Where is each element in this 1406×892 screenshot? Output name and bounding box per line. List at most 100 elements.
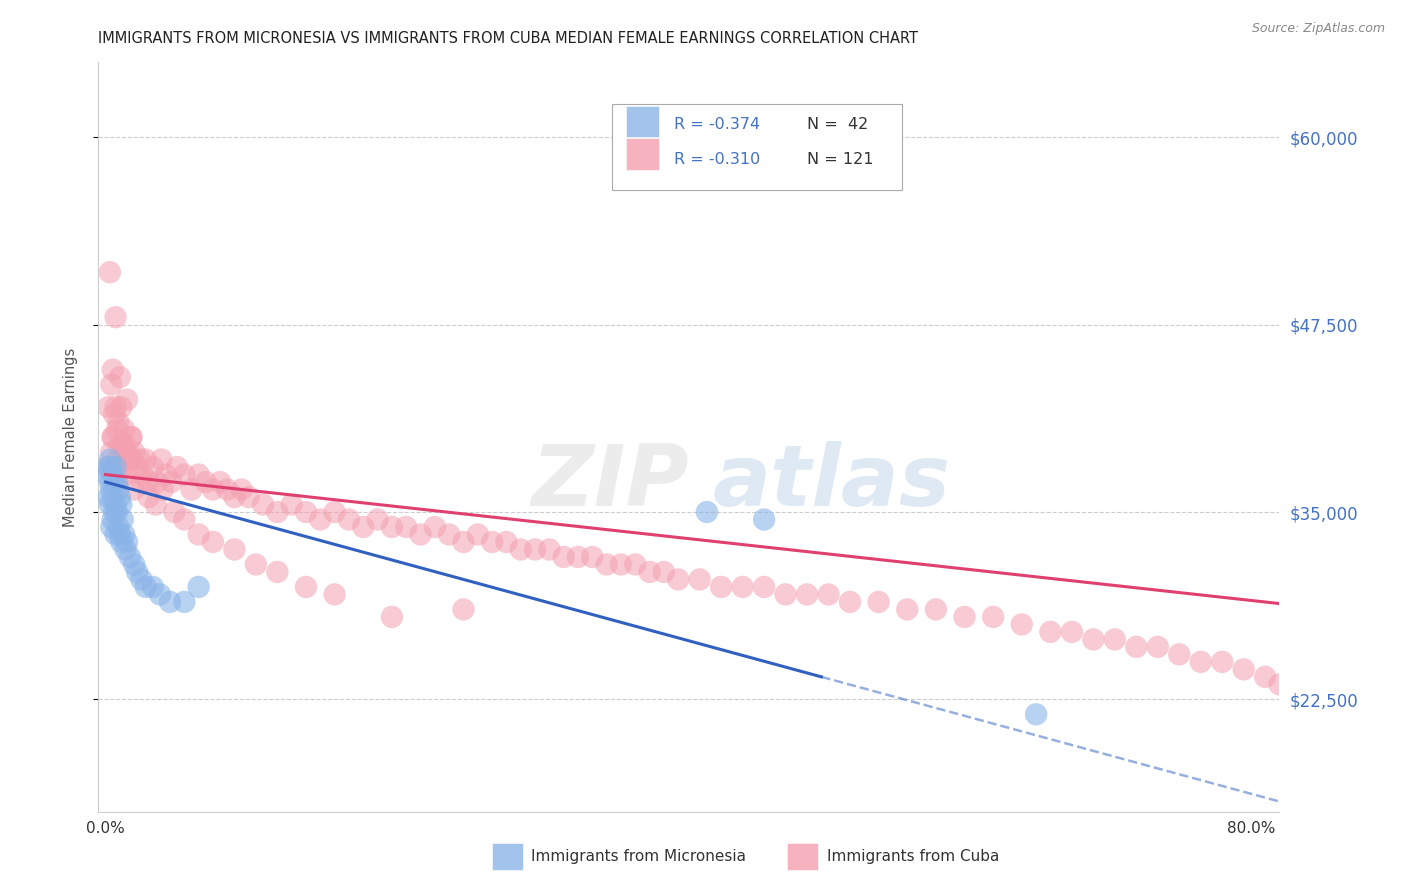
Point (187, 527, 209, 541)
Point (98, 498, 121, 512)
Point (135, 452, 157, 467)
Point (180, 483, 202, 497)
Y-axis label: Median Female Earnings: Median Female Earnings (63, 348, 77, 526)
Point (323, 587, 346, 601)
Point (953, 610, 976, 624)
Point (135, 580, 157, 594)
Point (101, 467, 124, 482)
Point (105, 505, 128, 519)
Point (567, 549, 589, 564)
Point (295, 505, 318, 519)
Point (194, 475, 217, 489)
Point (110, 400, 132, 414)
Point (112, 423, 135, 437)
Text: R = -0.310: R = -0.310 (673, 153, 759, 168)
Point (105, 467, 128, 482)
Point (217, 483, 239, 497)
Point (166, 460, 188, 475)
Point (173, 467, 195, 482)
Point (122, 558, 145, 572)
Point (173, 512, 195, 526)
Point (101, 362, 124, 376)
Point (775, 587, 797, 601)
Point (142, 580, 165, 594)
Point (107, 483, 129, 497)
Point (553, 549, 575, 564)
Point (245, 558, 267, 572)
Point (150, 452, 173, 467)
Point (96, 467, 118, 482)
Point (731, 580, 754, 594)
Point (1125, 640, 1147, 654)
Point (595, 558, 617, 572)
Point (122, 445, 145, 459)
Point (145, 498, 167, 512)
Text: R = -0.374: R = -0.374 (673, 117, 759, 132)
Point (495, 535, 517, 549)
Point (142, 460, 165, 475)
Point (159, 595, 181, 609)
Point (423, 520, 446, 534)
Point (97, 490, 120, 504)
Point (104, 310, 127, 325)
Point (103, 505, 125, 519)
Point (1060, 624, 1083, 639)
Point (163, 505, 186, 519)
Point (122, 483, 145, 497)
Point (105, 423, 128, 437)
Bar (626, 106, 659, 137)
Point (97, 460, 120, 475)
Point (132, 467, 155, 482)
Point (581, 549, 603, 564)
Point (111, 460, 134, 475)
Point (149, 587, 172, 601)
Point (981, 610, 1004, 624)
Point (118, 452, 141, 467)
Point (104, 527, 127, 541)
Text: N =  42: N = 42 (807, 117, 869, 132)
Point (115, 535, 138, 549)
Point (114, 445, 136, 459)
Point (108, 460, 131, 475)
Point (104, 498, 127, 512)
Point (231, 483, 253, 497)
Point (112, 527, 135, 541)
Point (187, 580, 209, 594)
Point (752, 580, 775, 594)
Point (104, 460, 127, 475)
Point (101, 490, 124, 504)
Point (481, 535, 503, 549)
Point (1211, 655, 1233, 669)
Point (118, 549, 141, 564)
Point (97, 400, 120, 414)
Point (696, 505, 718, 519)
Point (107, 520, 129, 534)
Point (1146, 640, 1168, 654)
Point (201, 483, 224, 497)
Point (115, 467, 138, 482)
Point (101, 430, 124, 444)
Point (538, 542, 561, 557)
Point (453, 602, 475, 616)
Point (1011, 617, 1033, 632)
Point (817, 587, 839, 601)
Point (103, 475, 125, 489)
Point (98, 265, 121, 279)
Point (131, 573, 153, 587)
Point (125, 460, 148, 475)
Point (367, 512, 389, 526)
Text: IMMIGRANTS FROM MICRONESIA VS IMMIGRANTS FROM CUBA MEDIAN FEMALE EARNINGS CORREL: IMMIGRANTS FROM MICRONESIA VS IMMIGRANTS… (98, 31, 918, 46)
Point (152, 483, 174, 497)
Point (1268, 677, 1291, 691)
Point (252, 498, 274, 512)
Point (121, 452, 143, 467)
Point (1083, 632, 1105, 647)
Point (309, 512, 332, 526)
Point (224, 490, 246, 504)
Point (138, 475, 160, 489)
Point (100, 483, 122, 497)
Point (131, 475, 153, 489)
Point (610, 558, 633, 572)
Text: ZIP: ZIP (531, 441, 689, 524)
Point (96, 460, 118, 475)
